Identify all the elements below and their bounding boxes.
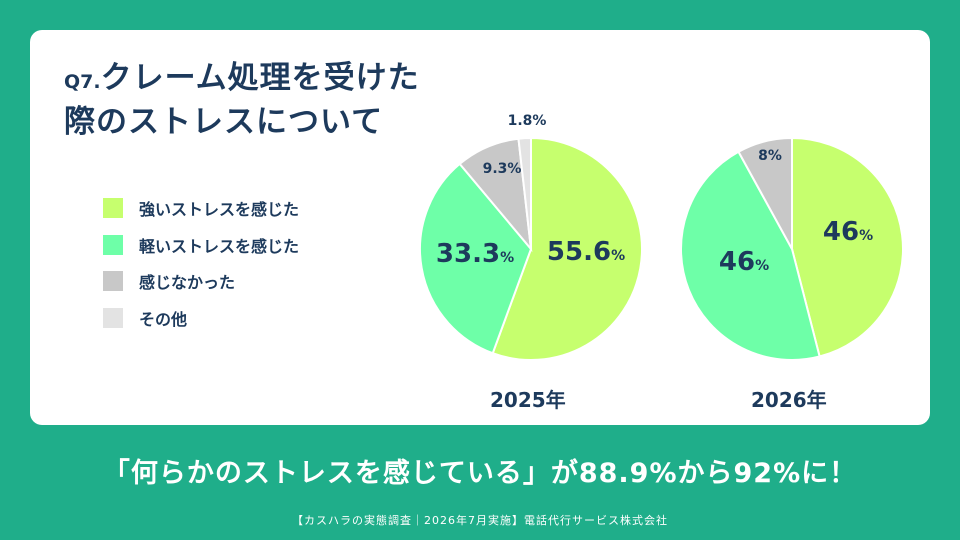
pie-title-2026: 2026年 <box>751 388 827 412</box>
pie-title-2025: 2025年 <box>490 388 566 412</box>
legend-label-strong: 強いストレスを感じた <box>139 200 300 219</box>
pie-2026-slice-light <box>680 150 821 361</box>
pie-2025-label-strong: 55.6% <box>547 237 625 267</box>
legend-item-light: 軽いストレスを感じた <box>103 234 300 256</box>
legend-swatch-strong <box>103 198 123 218</box>
pie-2025-slice-strong <box>491 136 643 361</box>
legend-label-light: 軽いストレスを感じた <box>139 236 300 256</box>
pie-2026-slice-none <box>737 136 793 250</box>
question-number: Q7. <box>64 71 101 93</box>
legend-swatch-light <box>103 234 123 255</box>
legend-swatch-none <box>103 271 123 291</box>
pie-2025-slice-light <box>419 162 533 355</box>
legend-label-other: その他 <box>139 309 188 329</box>
question-title: Q7.クレーム処理を受けた 際のストレスについて <box>64 58 420 142</box>
legend-item-strong: 強いストレスを感じた <box>103 198 300 219</box>
footer-source: 【カスハラの実態調査｜2026年7月実施】電話代行サービス株式会社 <box>292 514 668 527</box>
pie-2025-slice-other <box>517 136 532 250</box>
legend-item-other: その他 <box>103 307 299 329</box>
legend-swatch-other <box>103 307 123 328</box>
pie-2026-slice-strong <box>791 136 904 358</box>
title-line-1: クレーム処理を受けた <box>100 60 420 96</box>
pie-2025-label-none: 9.3% <box>483 161 522 177</box>
legend-label-none: 感じなかった <box>139 273 236 292</box>
pie-2026-label-none: 8% <box>758 148 782 164</box>
pie-2026-label-strong: 46% <box>823 217 873 247</box>
pie-2025-label-other: 1.8% <box>508 113 547 129</box>
title-line-2: 際のストレスについて <box>64 104 384 140</box>
legend: 強いストレスを感じた 軽いストレスを感じた 感じなかった その他 <box>103 198 299 344</box>
legend-item-none: 感じなかった <box>103 271 299 292</box>
headline: 「何らかのストレスを感じている」が88.9%から92%に！ <box>102 458 858 489</box>
pie-2025-label-light: 33.3% <box>436 239 514 269</box>
pie-2026-label-light: 46% <box>719 247 769 277</box>
